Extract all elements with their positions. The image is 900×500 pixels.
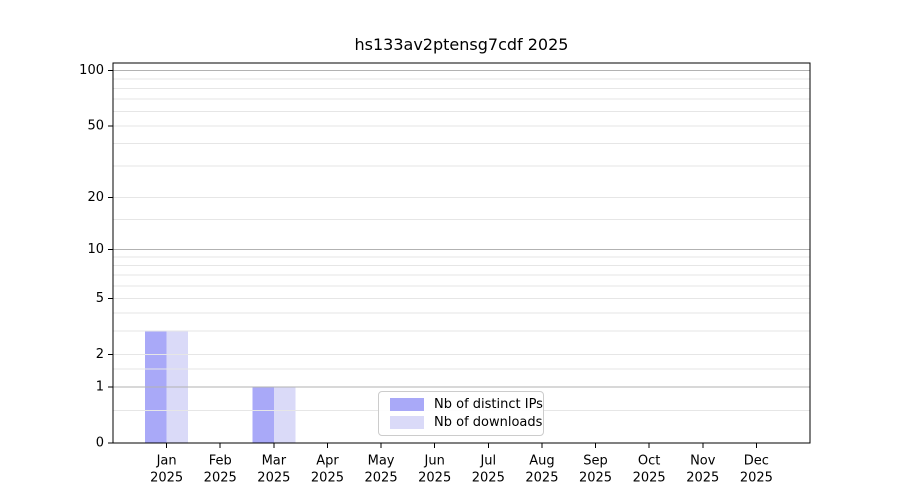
y-tick-label: 1 — [96, 380, 104, 395]
x-tick-label-year: 2025 — [579, 471, 612, 486]
x-tick-label-month: Jul — [479, 454, 496, 469]
y-tick-label: 2 — [96, 347, 104, 362]
x-tick-label-month: Jan — [156, 454, 177, 469]
x-tick-label-year: 2025 — [365, 471, 398, 486]
bar-distinct-ips-mar — [252, 387, 274, 443]
y-tick-label: 100 — [79, 63, 104, 78]
legend-label-downloads: Nb of downloads — [434, 415, 543, 431]
x-tick-label-month: Feb — [209, 454, 232, 469]
x-tick-label-month: Nov — [690, 454, 716, 469]
y-tick-label: 20 — [87, 190, 104, 205]
x-tick-label-month: May — [368, 454, 395, 469]
x-tick-label-year: 2025 — [472, 471, 505, 486]
y-tick-label: 50 — [87, 118, 104, 133]
x-tick-label-month: Aug — [529, 454, 554, 469]
legend-label-distinct-ips: Nb of distinct IPs — [434, 396, 543, 412]
x-tick-label-year: 2025 — [311, 471, 344, 486]
x-tick-label-month: Apr — [316, 454, 339, 469]
x-tick-label-month: Sep — [583, 454, 608, 469]
y-tick-label: 0 — [96, 436, 104, 451]
x-tick-label-month: Mar — [262, 454, 287, 469]
x-tick-label-year: 2025 — [686, 471, 719, 486]
bar-downloads-mar — [273, 387, 296, 443]
y-tick-label: 5 — [96, 291, 104, 306]
y-tick-label: 10 — [87, 242, 104, 257]
x-tick-label-month: Jun — [424, 454, 445, 469]
x-tick-label-year: 2025 — [633, 471, 666, 486]
x-tick-label-year: 2025 — [418, 471, 451, 486]
legend-swatch-distinct-ips — [390, 397, 424, 411]
legend-swatch-downloads — [390, 416, 424, 430]
x-tick-label-year: 2025 — [257, 471, 290, 486]
x-tick-label-month: Oct — [638, 454, 660, 469]
chart-title: hs133av2ptensg7cdf 2025 — [354, 35, 569, 54]
legend-item-downloads: Nb of downloads — [390, 415, 543, 431]
x-tick-label-year: 2025 — [204, 471, 237, 486]
x-tick-label-year: 2025 — [740, 471, 773, 486]
x-tick-label-year: 2025 — [525, 471, 558, 486]
legend-item-distinct-ips: Nb of distinct IPs — [390, 396, 543, 412]
x-tick-label-year: 2025 — [150, 471, 183, 486]
legend: Nb of distinct IPs Nb of downloads — [378, 391, 544, 436]
x-tick-label-month: Dec — [744, 454, 769, 469]
axes-spines — [112, 62, 811, 444]
